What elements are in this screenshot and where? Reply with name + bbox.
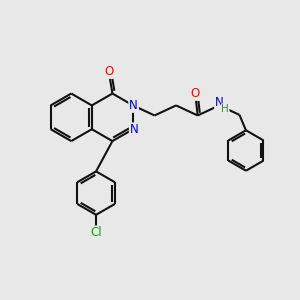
Text: H: H xyxy=(221,104,229,114)
Text: Cl: Cl xyxy=(90,226,102,239)
Text: N: N xyxy=(129,99,138,112)
Text: N: N xyxy=(130,123,139,136)
Text: O: O xyxy=(191,87,200,100)
Text: N: N xyxy=(215,96,224,109)
Text: O: O xyxy=(104,65,113,78)
